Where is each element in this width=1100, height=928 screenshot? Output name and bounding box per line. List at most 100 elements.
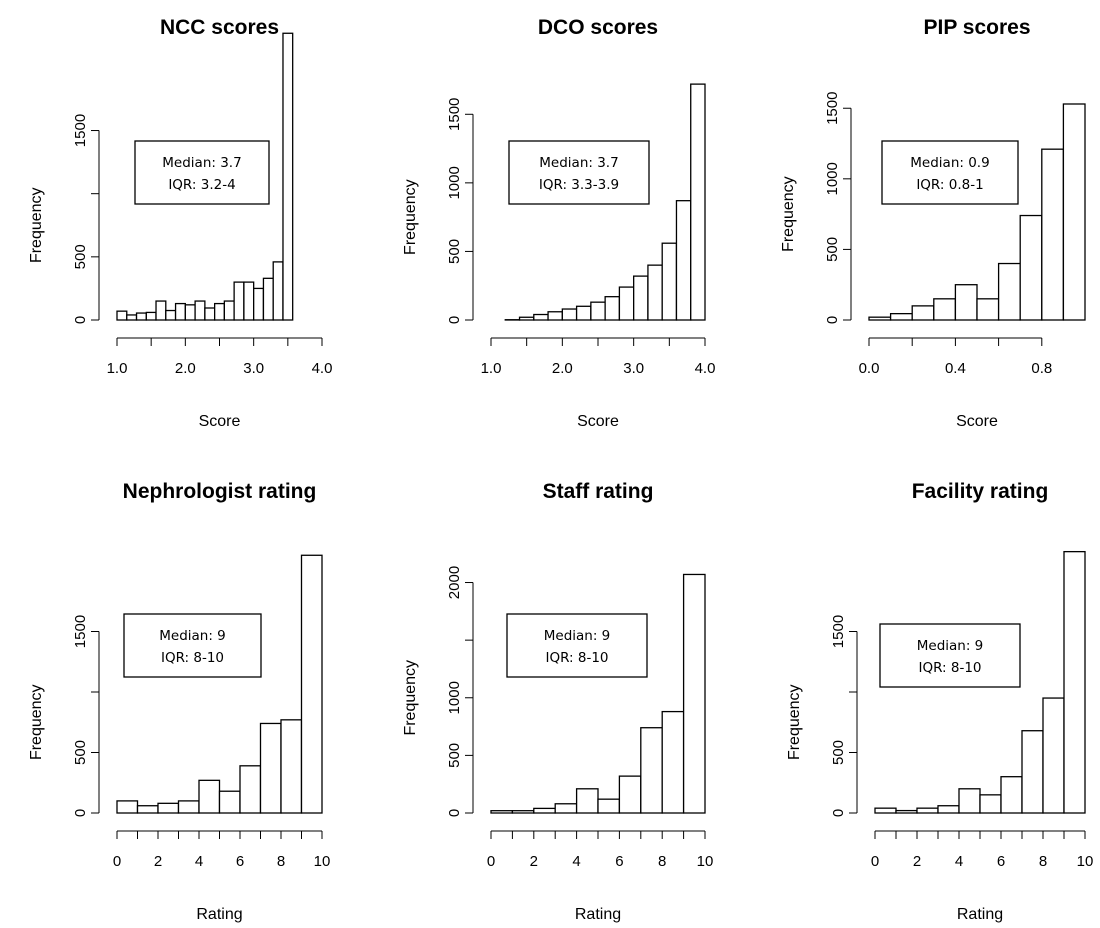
x-tick-label: 0 xyxy=(113,853,121,870)
histogram-svg: NCC scores 0 500 1500 1.0 2.0 3.0 4.0 Score Frequ… xyxy=(28,16,332,430)
histogram-bar xyxy=(590,301,606,321)
median-text: Median: 3.7 xyxy=(162,155,241,171)
y-tick-label: 500 xyxy=(446,743,463,768)
stats-box xyxy=(506,613,648,678)
x-tick-label: 3.0 xyxy=(243,360,264,377)
x-tick-label: 10 xyxy=(314,853,331,870)
y-axis-label: Frequency xyxy=(402,179,419,255)
y-axis-label: Frequency xyxy=(402,660,419,736)
histogram-svg: Staff rating 0 500 1000 2000 0 2 4 6 8 10 Rating Fre… xyxy=(402,480,713,923)
histogram-bar xyxy=(647,264,663,321)
histogram-bar xyxy=(937,805,960,814)
histogram-bar xyxy=(575,305,592,321)
histogram-bar xyxy=(135,312,147,321)
median-text: Median: 0.9 xyxy=(910,155,989,171)
histogram-bar xyxy=(259,722,282,814)
x-tick-label: 4 xyxy=(572,853,580,870)
stats-box xyxy=(508,140,650,205)
histogram-bar xyxy=(136,805,159,814)
chart-title: Nephrologist rating xyxy=(123,480,317,503)
histogram-bar xyxy=(554,803,578,814)
chart-title: DCO scores xyxy=(538,16,658,39)
y-tick-label: 500 xyxy=(824,237,841,262)
x-tick-label: 2 xyxy=(154,853,162,870)
histogram-bar xyxy=(874,807,897,814)
histogram-panel: PIP scores 0 500 1000 1500 0.0 0.4 0.8 Score Freq… xyxy=(732,0,1098,464)
x-tick-label: 3.0 xyxy=(623,360,644,377)
x-tick-label: 0.4 xyxy=(945,360,966,377)
y-tick-label: 0 xyxy=(830,809,847,817)
y-axis-label: Frequency xyxy=(780,176,797,252)
y-tick-label: 1500 xyxy=(824,92,841,125)
iqr-text: IQR: 0.8-1 xyxy=(916,177,983,193)
median-text: Median: 9 xyxy=(917,638,984,654)
histogram-bar xyxy=(561,308,578,321)
y-tick-label: 0 xyxy=(72,316,89,324)
x-tick-label: 2.0 xyxy=(175,360,196,377)
stats-box xyxy=(134,140,270,205)
x-tick-label: 0.8 xyxy=(1031,360,1052,377)
histogram-bar xyxy=(174,302,186,321)
histogram-bar xyxy=(958,788,981,814)
histogram-bar xyxy=(597,798,621,814)
histogram-bar xyxy=(911,305,935,321)
x-axis-label: Rating xyxy=(196,906,242,923)
histogram-bar xyxy=(618,775,642,814)
histogram-bar xyxy=(618,286,635,321)
histogram-panel: NCC scores 0 500 1500 1.0 2.0 3.0 4.0 Score Frequ… xyxy=(0,0,366,464)
histogram-bar xyxy=(177,800,200,814)
y-tick-label: 2000 xyxy=(446,566,463,599)
x-tick-label: 2 xyxy=(913,853,921,870)
y-tick-label: 500 xyxy=(446,239,463,264)
histogram-svg: Facility rating 0 500 1500 0 2 4 6 8 10 Rating Freq… xyxy=(786,480,1094,923)
histogram-bar xyxy=(533,807,556,814)
histogram-bar xyxy=(976,298,1000,321)
x-axis-label: Rating xyxy=(957,906,1003,923)
histogram-bar xyxy=(233,281,245,321)
histogram-bar xyxy=(272,261,284,321)
x-tick-label: 4 xyxy=(195,853,203,870)
y-tick-label: 0 xyxy=(824,316,841,324)
histogram-bar xyxy=(933,298,957,321)
x-tick-label: 8 xyxy=(658,853,666,870)
histogram-bar xyxy=(547,311,563,321)
histogram-bar xyxy=(239,765,262,814)
histogram-bar xyxy=(1063,550,1086,814)
y-tick-label: 0 xyxy=(446,316,463,324)
x-tick-label: 10 xyxy=(1077,853,1094,870)
histogram-bar xyxy=(145,311,157,321)
chart-title: NCC scores xyxy=(160,16,279,39)
chart-title: Facility rating xyxy=(912,480,1049,503)
iqr-text: IQR: 3.3-3.9 xyxy=(539,177,619,193)
histogram-bar xyxy=(511,810,535,814)
histogram-panel: Nephrologist rating 0 500 1500 0 2 4 6 8 10 Rating… xyxy=(0,464,366,928)
y-tick-label: 500 xyxy=(72,740,89,765)
histogram-bar xyxy=(997,262,1021,321)
x-axis-label: Score xyxy=(199,413,241,430)
histogram-bar xyxy=(661,242,678,321)
y-tick-label: 1500 xyxy=(446,98,463,131)
histogram-bar xyxy=(640,727,663,814)
histogram-bar xyxy=(253,287,265,321)
histogram-bar xyxy=(213,302,226,321)
histogram-bar xyxy=(979,794,1002,814)
histogram-bar xyxy=(1062,103,1086,321)
y-tick-label: 1500 xyxy=(72,114,89,147)
histogram-svg: Nephrologist rating 0 500 1500 0 2 4 6 8 10 Rating… xyxy=(28,480,331,923)
histogram-bar xyxy=(889,312,913,321)
x-axis-label: Score xyxy=(956,413,998,430)
histogram-bar xyxy=(533,313,549,321)
x-tick-label: 1.0 xyxy=(107,360,128,377)
iqr-text: IQR: 8-10 xyxy=(545,650,608,666)
histogram-bar xyxy=(165,309,177,321)
histogram-bar xyxy=(218,790,241,814)
iqr-text: IQR: 8-10 xyxy=(918,660,981,676)
y-axis-label: Frequency xyxy=(786,684,803,760)
histogram-bar xyxy=(262,277,274,321)
histogram-bar xyxy=(280,719,303,814)
histogram-bar xyxy=(690,83,706,321)
y-axis-label: Frequency xyxy=(28,187,45,263)
stats-box xyxy=(123,613,262,678)
y-tick-label: 0 xyxy=(72,809,89,817)
histogram-panel: Staff rating 0 500 1000 2000 0 2 4 6 8 10 Rating Fre… xyxy=(366,464,732,928)
